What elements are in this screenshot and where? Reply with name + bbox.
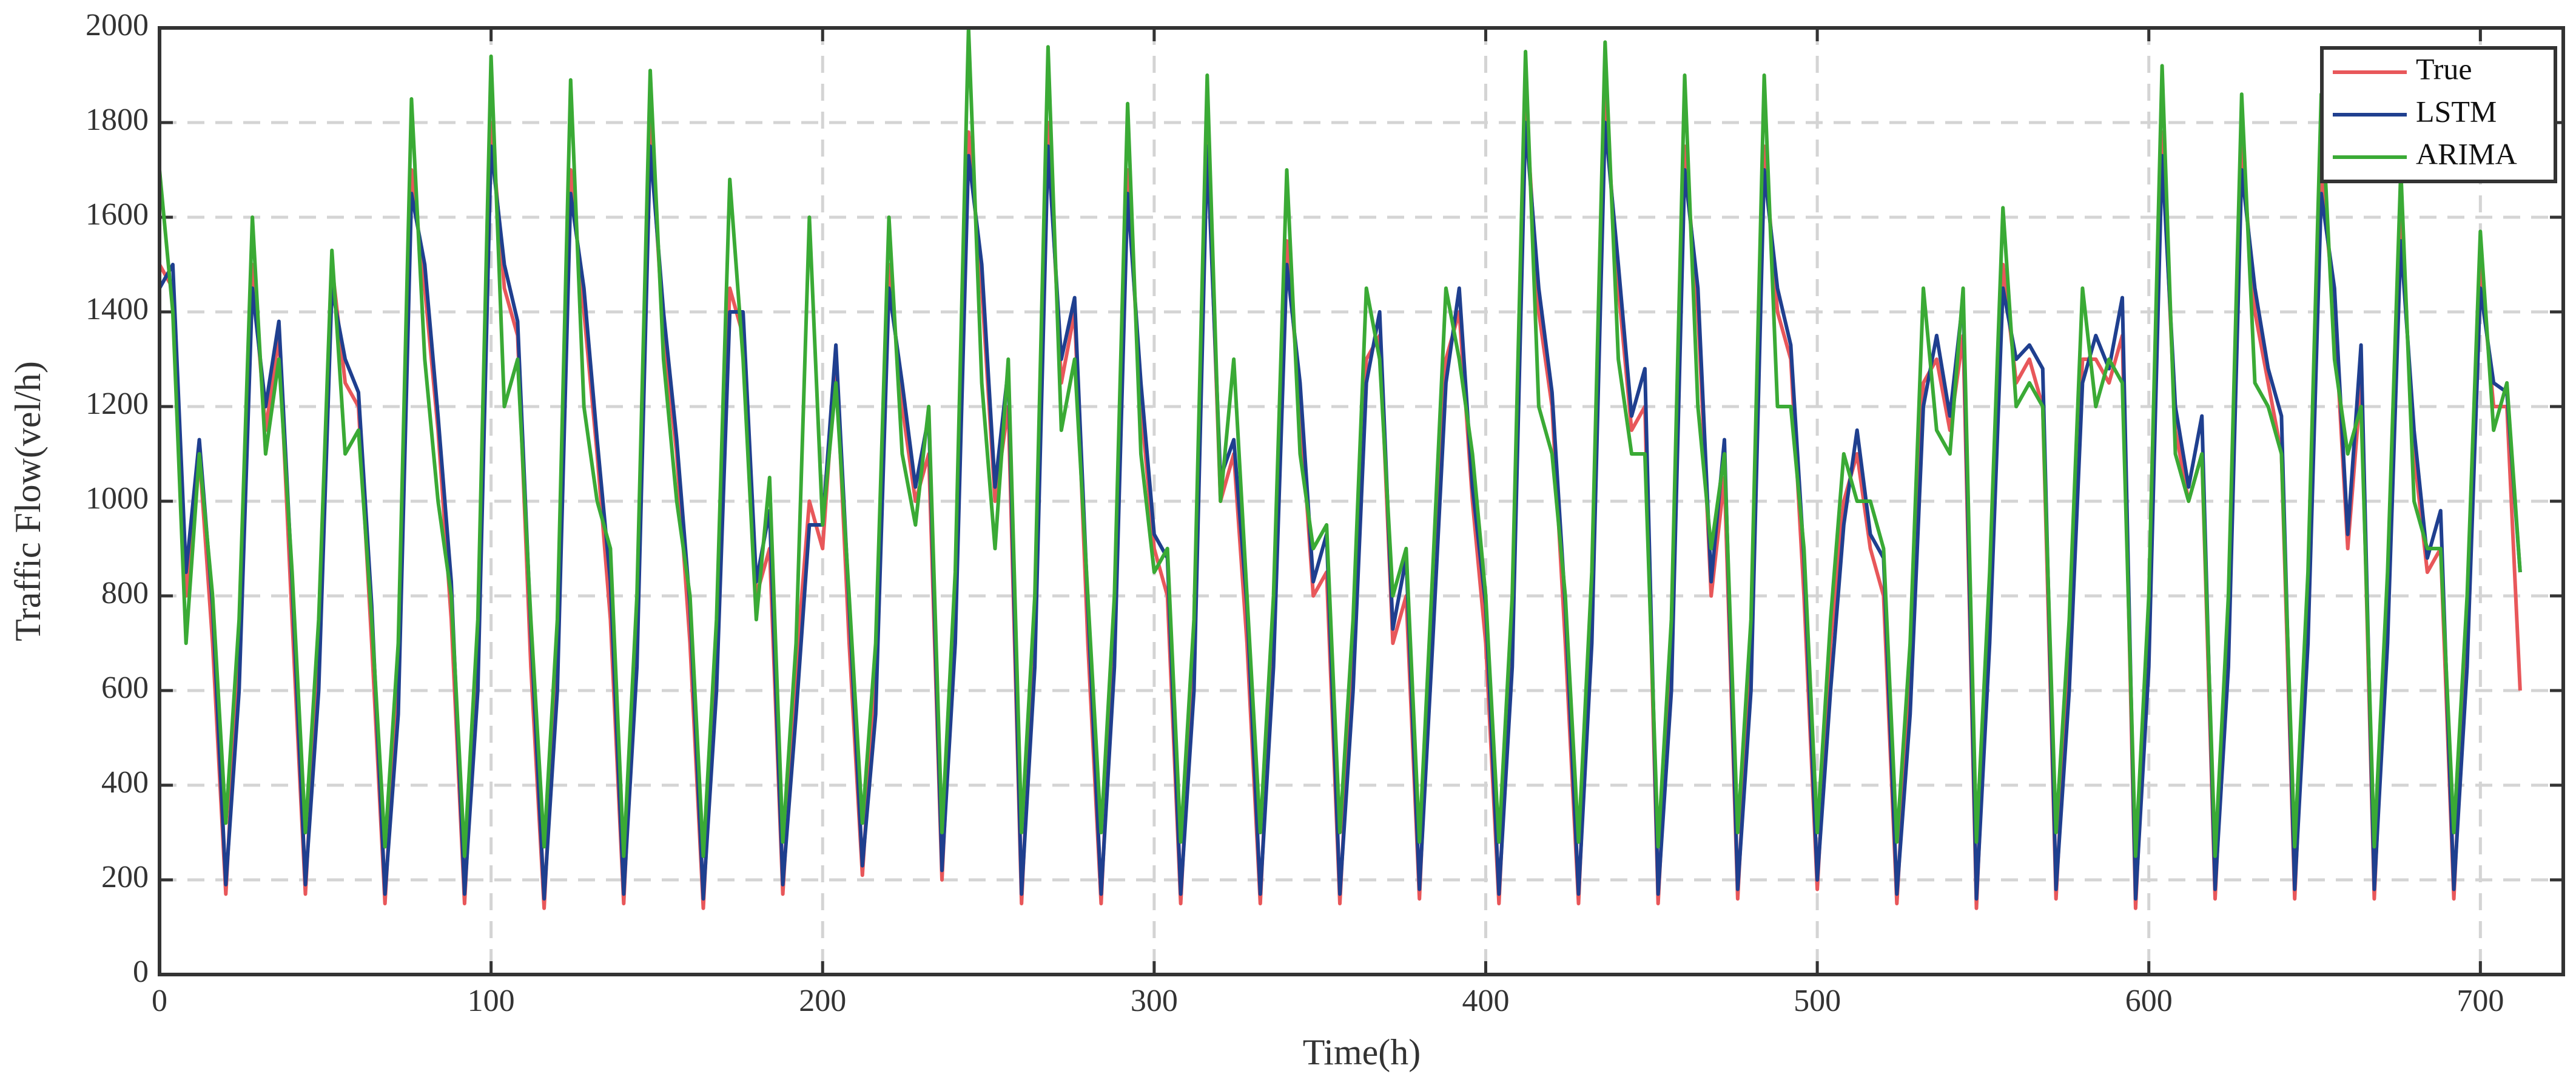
y-tick-label: 1000 xyxy=(86,481,149,516)
x-tick-label: 300 xyxy=(1131,984,1178,1018)
legend-label: ARIMA xyxy=(2416,137,2517,171)
y-tick-label: 1600 xyxy=(86,197,149,232)
x-tick-label: 100 xyxy=(468,984,515,1018)
y-tick-label: 0 xyxy=(133,955,149,989)
y-axis-title: Traffic Flow(vel/h) xyxy=(8,361,48,641)
y-tick-label: 200 xyxy=(101,860,149,894)
series-line xyxy=(158,26,2522,858)
plot-frame xyxy=(158,26,2565,976)
y-tick-label: 600 xyxy=(101,671,149,705)
legend-label: LSTM xyxy=(2416,94,2497,128)
x-tick-label: 200 xyxy=(799,984,846,1018)
x-tick-label: 400 xyxy=(1462,984,1509,1018)
y-tick-label: 1800 xyxy=(86,103,149,137)
y-tick-label: 800 xyxy=(101,576,149,610)
y-tick-label: 400 xyxy=(101,765,149,800)
x-tick-label: 0 xyxy=(152,984,167,1018)
x-tick-label: 700 xyxy=(2457,984,2504,1018)
legend-label: True xyxy=(2416,52,2472,86)
y-tick-label: 2000 xyxy=(86,8,149,42)
x-tick-label: 600 xyxy=(2125,984,2173,1018)
x-tick-label: 500 xyxy=(1794,984,1841,1018)
x-axis-title: Time(h) xyxy=(1303,1032,1421,1072)
y-tick-label: 1200 xyxy=(86,387,149,421)
y-tick-label: 1400 xyxy=(86,292,149,326)
series-line xyxy=(158,121,2522,901)
